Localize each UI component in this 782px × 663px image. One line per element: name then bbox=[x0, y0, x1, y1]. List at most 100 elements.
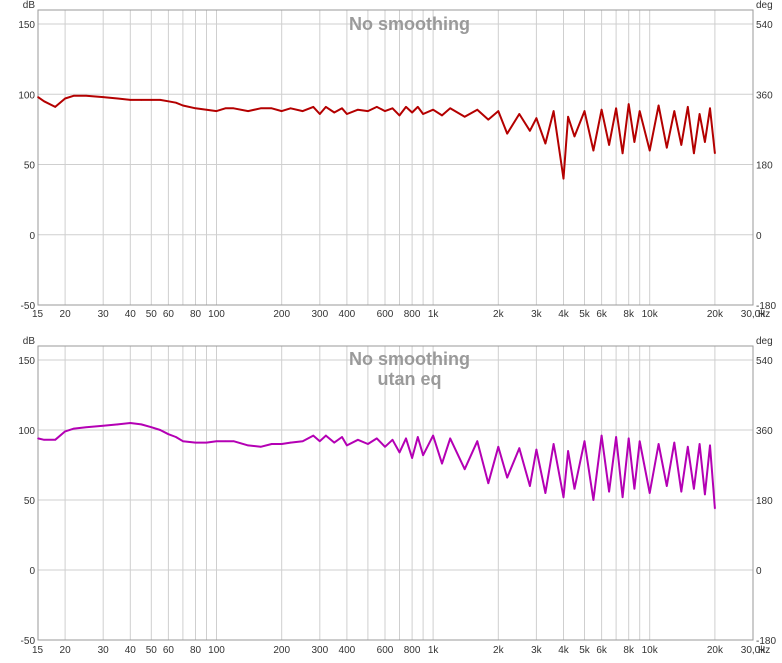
y-tick-label: 0 bbox=[29, 566, 35, 577]
x-tick-label: 400 bbox=[339, 645, 356, 656]
data-point bbox=[476, 108, 479, 111]
x-tick-label: 200 bbox=[273, 645, 290, 656]
data-point bbox=[341, 436, 343, 438]
y-tick-label: 100 bbox=[18, 90, 35, 101]
data-point bbox=[633, 488, 636, 490]
y-tick-label: 50 bbox=[24, 161, 36, 172]
data-point bbox=[319, 440, 321, 442]
y-tick-label: -50 bbox=[21, 636, 36, 647]
data-point bbox=[357, 439, 359, 441]
data-point bbox=[432, 108, 434, 111]
data-point bbox=[666, 146, 668, 149]
data-point bbox=[592, 499, 595, 501]
data-point bbox=[346, 113, 348, 115]
data-point bbox=[205, 441, 208, 444]
y-tick-label: 150 bbox=[18, 20, 35, 31]
data-point bbox=[43, 439, 45, 441]
x-axis-unit: Hz bbox=[758, 645, 770, 656]
data-point bbox=[497, 110, 500, 112]
x-tick-label: 20k bbox=[707, 645, 724, 656]
data-point bbox=[417, 106, 419, 108]
data-point bbox=[215, 110, 218, 112]
data-point bbox=[463, 116, 466, 118]
data-point bbox=[417, 436, 419, 438]
x-tick-label: 15 bbox=[32, 309, 44, 320]
data-point bbox=[562, 177, 565, 180]
x-tick-label: 40 bbox=[125, 645, 137, 656]
data-point bbox=[535, 117, 538, 119]
data-point bbox=[621, 496, 624, 498]
x-tick-label: 30 bbox=[98, 645, 110, 656]
data-point bbox=[129, 422, 132, 424]
x-tick-label: 300 bbox=[311, 309, 328, 320]
data-point bbox=[592, 149, 595, 152]
data-point bbox=[627, 103, 630, 105]
data-point bbox=[687, 446, 689, 448]
x-tick-label: 3k bbox=[531, 309, 543, 320]
data-point bbox=[205, 108, 208, 111]
data-point bbox=[698, 113, 701, 115]
data-point bbox=[312, 106, 315, 108]
x-tick-label: 4k bbox=[558, 645, 570, 656]
chart-title: No smoothing bbox=[349, 14, 470, 34]
data-point bbox=[487, 482, 490, 484]
x-tick-label: 4k bbox=[558, 309, 570, 320]
y2-tick-label: 0 bbox=[756, 566, 762, 577]
data-point bbox=[194, 441, 197, 444]
data-point bbox=[102, 425, 104, 427]
x-tick-label: 100 bbox=[208, 645, 225, 656]
data-point bbox=[449, 437, 452, 440]
data-point bbox=[64, 97, 66, 100]
data-point bbox=[544, 142, 547, 145]
data-point bbox=[140, 423, 143, 426]
data-point bbox=[693, 488, 695, 490]
data-point bbox=[638, 440, 641, 442]
y2-tick-label: 180 bbox=[756, 496, 773, 507]
data-point bbox=[116, 97, 119, 100]
data-point bbox=[615, 107, 617, 110]
response-curve bbox=[37, 94, 716, 180]
y-tick-label: 100 bbox=[18, 426, 35, 437]
data-point bbox=[657, 104, 660, 107]
data-point bbox=[376, 106, 378, 108]
y2-tick-label: 360 bbox=[756, 90, 773, 101]
data-point bbox=[487, 118, 490, 121]
data-point bbox=[673, 441, 676, 444]
x-tick-label: 30,0k bbox=[741, 309, 766, 320]
data-point bbox=[289, 107, 292, 110]
x-tick-label: 600 bbox=[377, 645, 394, 656]
x-tick-label: 30 bbox=[98, 309, 110, 320]
data-point bbox=[441, 114, 443, 117]
data-point bbox=[54, 106, 56, 108]
data-point bbox=[376, 437, 378, 440]
y2-tick-label: 360 bbox=[756, 426, 773, 437]
data-point bbox=[422, 454, 424, 456]
x-tick-label: 100 bbox=[208, 309, 225, 320]
data-point bbox=[312, 434, 315, 437]
x-tick-label: 800 bbox=[404, 309, 421, 320]
data-point bbox=[441, 462, 443, 465]
data-point bbox=[506, 132, 509, 135]
x-tick-label: 200 bbox=[273, 309, 290, 320]
data-point bbox=[85, 426, 87, 428]
y-tick-label: 50 bbox=[24, 496, 36, 507]
data-point bbox=[167, 100, 170, 103]
data-point bbox=[346, 444, 348, 447]
x-tick-label: 80 bbox=[190, 645, 202, 656]
data-point bbox=[167, 433, 170, 435]
data-point bbox=[37, 437, 39, 440]
left-axis-unit: dB bbox=[23, 0, 36, 11]
data-point bbox=[270, 107, 273, 110]
data-point bbox=[301, 440, 304, 442]
data-point bbox=[714, 152, 716, 155]
x-tick-label: 50 bbox=[146, 309, 158, 320]
data-point bbox=[73, 427, 75, 430]
data-point bbox=[463, 468, 466, 470]
y-tick-label: 0 bbox=[29, 231, 35, 242]
plot-frame bbox=[37, 9, 754, 306]
data-point bbox=[232, 107, 235, 110]
data-point bbox=[129, 99, 132, 101]
data-point bbox=[704, 493, 706, 496]
frequency-response-chart-top: 150 100 50 0 -50 540 360 180 0 -180 15 20 30 40 50 60 80… bbox=[18, 0, 776, 320]
data-point bbox=[600, 108, 603, 111]
